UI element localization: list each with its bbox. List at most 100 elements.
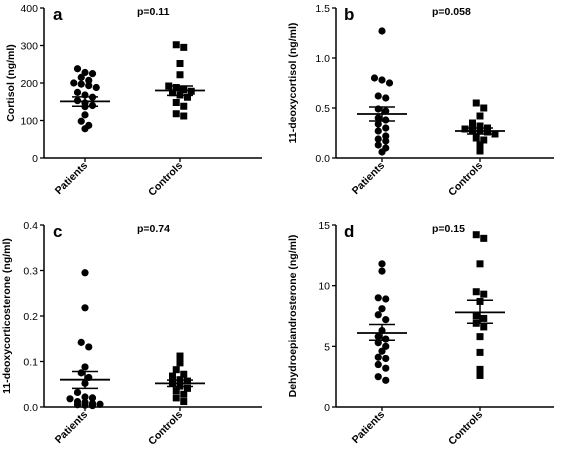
series-patients	[60, 269, 110, 410]
series-controls	[155, 352, 205, 406]
data-point	[180, 398, 188, 406]
data-point	[382, 354, 390, 363]
y-tick-label: 0.5	[315, 103, 330, 115]
data-point	[70, 79, 78, 87]
series-controls	[455, 231, 505, 379]
data-point	[180, 390, 188, 398]
y-tick-label: 1.5	[315, 3, 330, 15]
data-point	[385, 79, 394, 87]
x-tick-label: Controls	[446, 409, 485, 448]
data-point	[484, 128, 491, 136]
y-tick-label: 0.0	[315, 153, 330, 165]
data-point	[180, 43, 188, 51]
data-point	[172, 394, 180, 402]
data-point	[81, 269, 89, 277]
data-point	[374, 294, 382, 302]
y-tick-label: 1.0	[315, 53, 330, 65]
data-point	[491, 130, 499, 138]
data-point	[180, 102, 188, 110]
data-point	[382, 376, 390, 384]
data-point	[172, 387, 180, 395]
data-point	[370, 74, 379, 82]
data-point	[81, 304, 89, 312]
data-point	[184, 377, 191, 385]
y-tick-label: 0.0	[23, 402, 38, 414]
data-point	[77, 369, 85, 377]
data-point	[480, 104, 488, 112]
data-point	[378, 305, 386, 313]
y-tick-label: 200	[20, 78, 38, 90]
panel-letter: c	[53, 222, 62, 241]
data-point	[172, 41, 180, 49]
data-point	[472, 231, 480, 239]
data-point	[172, 99, 180, 106]
data-point	[85, 343, 93, 351]
p-value: p=0.11	[137, 6, 170, 18]
y-tick-label: 400	[20, 3, 38, 15]
data-point	[461, 125, 469, 133]
data-point	[77, 338, 85, 346]
data-point	[378, 148, 386, 156]
series-controls	[155, 41, 205, 120]
series-patients	[357, 260, 407, 384]
y-tick-label: 15	[318, 220, 330, 232]
y-tick-label: 0.2	[23, 311, 38, 323]
data-point	[374, 373, 382, 381]
data-point	[378, 347, 386, 355]
series-controls	[455, 99, 505, 155]
data-point	[382, 335, 390, 343]
data-point	[472, 312, 480, 320]
data-point	[374, 333, 382, 341]
data-point	[476, 260, 484, 268]
y-axis-label: 11-deoxycortisol (ng/ml)	[287, 23, 299, 144]
data-point	[374, 360, 382, 369]
data-point	[77, 73, 85, 81]
data-point	[88, 402, 97, 410]
data-point	[476, 147, 484, 155]
data-point	[382, 132, 390, 140]
data-point	[382, 316, 390, 324]
data-point	[81, 111, 89, 119]
data-point	[374, 135, 382, 143]
panel-c: 0.0 0.1 0.2 0.3 0.4 Patients Controls c p=0.74 11…	[1, 220, 262, 448]
data-point	[85, 82, 93, 90]
data-point	[176, 71, 184, 79]
data-point	[81, 363, 89, 371]
data-point	[476, 122, 484, 130]
y-tick-label: 0	[32, 153, 38, 165]
data-point	[176, 352, 184, 360]
data-point	[378, 27, 386, 35]
x-tick-label: Patients	[53, 160, 90, 197]
panel-letter: d	[344, 222, 354, 241]
x-tick-label: Patients	[53, 409, 90, 446]
data-point	[476, 112, 484, 120]
data-point	[472, 288, 480, 296]
data-point	[88, 394, 97, 402]
data-point	[180, 112, 188, 120]
panel-b: 0.0 0.5 1.0 1.5 Patients Controls b p=0.058 11-d…	[287, 3, 554, 199]
data-point	[374, 141, 382, 149]
data-point	[378, 267, 386, 275]
y-tick-label: 0.3	[23, 266, 38, 278]
data-point	[81, 125, 89, 133]
data-point	[476, 371, 484, 379]
y-axis-label: Dehydroepiandrosterone (ng/ml)	[287, 235, 299, 398]
data-point	[73, 401, 82, 409]
p-value: p=0.74	[137, 223, 170, 235]
data-point	[382, 94, 390, 102]
data-point	[180, 370, 188, 378]
data-point	[480, 290, 488, 298]
data-point	[374, 120, 382, 128]
data-point	[382, 116, 390, 124]
data-point	[472, 99, 480, 107]
x-tick-label: Patients	[350, 160, 387, 197]
y-tick-label: 10	[318, 281, 330, 293]
data-point	[73, 65, 82, 73]
data-point	[374, 114, 382, 122]
p-value: p=0.15	[432, 223, 465, 235]
data-point	[85, 76, 93, 84]
data-point	[176, 359, 184, 367]
data-point	[378, 260, 386, 268]
data-point	[92, 83, 100, 92]
y-tick-label: 300	[20, 41, 38, 53]
